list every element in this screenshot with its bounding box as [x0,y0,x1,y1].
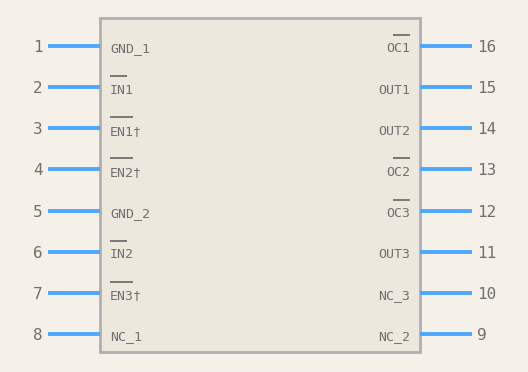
Text: NC_3: NC_3 [378,289,410,302]
Text: 3: 3 [33,122,43,137]
Text: GND_1: GND_1 [110,42,150,55]
Text: 6: 6 [33,246,43,261]
Text: 12: 12 [477,205,496,219]
Text: 7: 7 [33,287,43,302]
Text: 13: 13 [477,163,496,179]
Text: NC_2: NC_2 [378,330,410,343]
Text: GND_2: GND_2 [110,207,150,220]
Text: EN1†: EN1† [110,125,142,138]
Text: OUT1: OUT1 [378,84,410,97]
Text: 14: 14 [477,122,496,137]
Text: 8: 8 [33,328,43,343]
Text: NC_1: NC_1 [110,330,142,343]
Text: IN1: IN1 [110,84,134,97]
Bar [100,18,420,352]
Text: 10: 10 [477,287,496,302]
Text: OUT3: OUT3 [378,248,410,261]
Text: 11: 11 [477,246,496,261]
Text: OC1: OC1 [386,42,410,55]
Text: 4: 4 [33,163,43,179]
Text: 1: 1 [33,40,43,55]
Text: EN2†: EN2† [110,166,142,179]
Text: OUT2: OUT2 [378,125,410,138]
Text: EN3†: EN3† [110,289,142,302]
Text: OC3: OC3 [386,207,410,220]
Text: 2: 2 [33,81,43,96]
Text: OC2: OC2 [386,166,410,179]
Text: IN2: IN2 [110,248,134,261]
Text: 9: 9 [477,328,487,343]
Text: 5: 5 [33,205,43,219]
Text: 15: 15 [477,81,496,96]
Text: 16: 16 [477,40,496,55]
